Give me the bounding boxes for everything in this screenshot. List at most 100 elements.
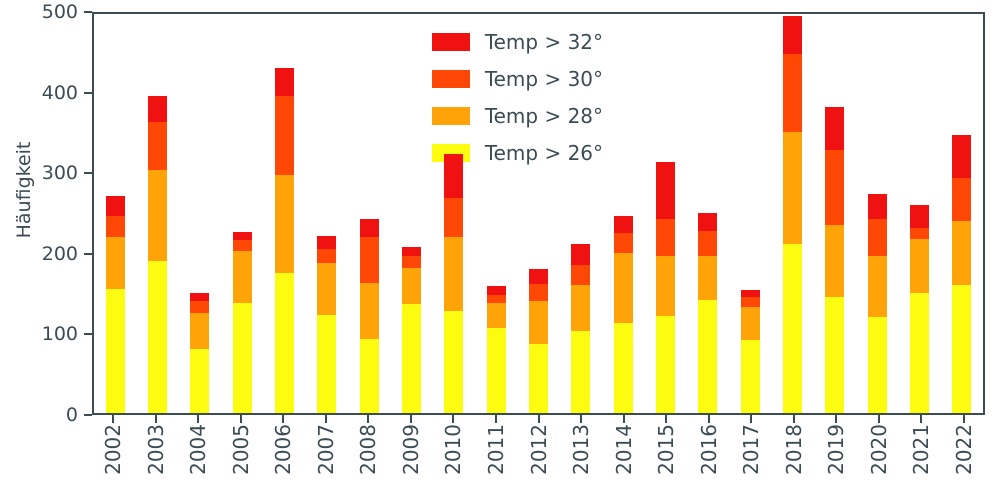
x-tick-mark [877,415,880,423]
bar-segment-30 [571,265,591,286]
bar-segment-28 [190,313,210,350]
bar-segment-32 [275,68,294,97]
y-tick-label: 300 [41,162,78,185]
bar-segment-32 [486,286,506,295]
bar-segment-30 [402,255,421,268]
x-tick-mark [750,415,753,423]
bar-segment-32 [867,193,887,220]
x-tick-label: 2012 [526,424,551,475]
bar-segment-26 [402,303,421,413]
bar-segment-30 [910,227,929,240]
x-tick-label: 2007 [313,424,338,475]
bar-2012 [529,269,548,413]
bar-segment-30 [825,149,845,226]
x-tick-label: 2011 [483,424,508,475]
bar-2003 [148,96,167,413]
x-tick-label: 2009 [398,424,423,475]
x-tick-label: 2015 [654,424,679,475]
legend-item: Temp > 26° [431,141,603,165]
bar-segment-30 [105,215,125,238]
x-tick-mark [622,415,625,423]
bar-segment-30 [444,197,464,238]
bar-segment-32 [105,195,125,216]
bar-segment-26 [444,310,464,414]
bar-segment-26 [910,293,929,413]
x-tick-mark [792,415,795,423]
bar-2022 [952,134,972,413]
y-tick-mark [84,252,92,255]
x-tick-label: 2014 [611,424,636,475]
y-tick-label: 500 [41,1,78,23]
bar-segment-26 [952,285,972,413]
bar-2002 [105,195,125,414]
bar-2020 [867,193,887,413]
bar-segment-28 [952,221,972,286]
bar-segment-26 [825,297,845,413]
bar-2019 [825,107,845,413]
bar-segment-28 [359,282,379,339]
x-tick-mark [197,415,200,423]
bar-segment-32 [402,247,421,256]
bar-segment-30 [952,177,972,222]
bar-segment-32 [613,215,633,234]
bar-segment-32 [656,162,675,220]
bar-segment-26 [529,343,548,413]
bar-segment-26 [317,314,337,413]
x-tick-label: 2006 [271,424,296,475]
x-tick-label: 2018 [781,424,806,475]
bar-segment-26 [740,340,760,414]
x-tick-mark [154,415,157,423]
x-tick-label: 2013 [569,424,594,475]
bar-segment-28 [825,225,845,298]
x-tick-mark [537,415,540,423]
bar-2004 [190,293,210,413]
bar-segment-26 [571,330,591,413]
x-tick-mark [282,415,285,423]
legend: Temp > 32° Temp > 30° Temp > 28° Temp > 26° [431,30,604,165]
bar-segment-32 [148,96,167,122]
bar-segment-28 [529,301,548,344]
y-tick-label: 0 [65,404,78,426]
bar-segment-32 [740,290,760,298]
bar-segment-30 [529,283,548,302]
bar-2011 [486,286,506,413]
bar-segment-30 [783,53,802,133]
plot-area: Temp > 32° Temp > 30° Temp > 28° Temp > 26° [92,12,985,415]
x-tick-label: 2008 [356,424,381,475]
bar-segment-28 [105,237,125,290]
x-tick-mark [494,415,497,423]
x-tick-mark [707,415,710,423]
bar-segment-28 [910,239,929,294]
bar-segment-30 [740,297,760,307]
x-tick-mark [112,415,115,423]
bar-2008 [359,219,379,414]
x-tick-mark [835,415,838,423]
y-tick-label: 200 [41,242,78,265]
bar-2006 [275,68,294,414]
bar-segment-32 [190,293,210,302]
bar-segment-32 [359,219,379,238]
bar-segment-26 [867,317,887,413]
legend-swatch [431,32,470,51]
bar-segment-28 [613,253,633,323]
x-tick-label: 2005 [228,424,253,475]
bar-segment-30 [275,96,294,176]
bar-2009 [402,247,421,413]
bar-segment-30 [359,237,379,283]
legend-swatch [431,106,470,125]
x-tick-label: 2004 [186,424,211,475]
bar-segment-26 [232,302,252,414]
x-tick-mark [324,415,327,423]
legend-label: Temp > 28° [484,103,604,128]
y-tick-mark [84,414,92,416]
bar-segment-28 [656,255,675,316]
legend-item: Temp > 30° [431,67,603,91]
bar-2015 [656,162,675,413]
x-tick-mark [452,415,455,423]
bar-2021 [910,204,929,413]
bar-segment-32 [910,204,929,228]
x-tick-label: 2020 [866,424,891,475]
bar-segment-28 [317,262,337,315]
bar-segment-28 [740,306,760,341]
